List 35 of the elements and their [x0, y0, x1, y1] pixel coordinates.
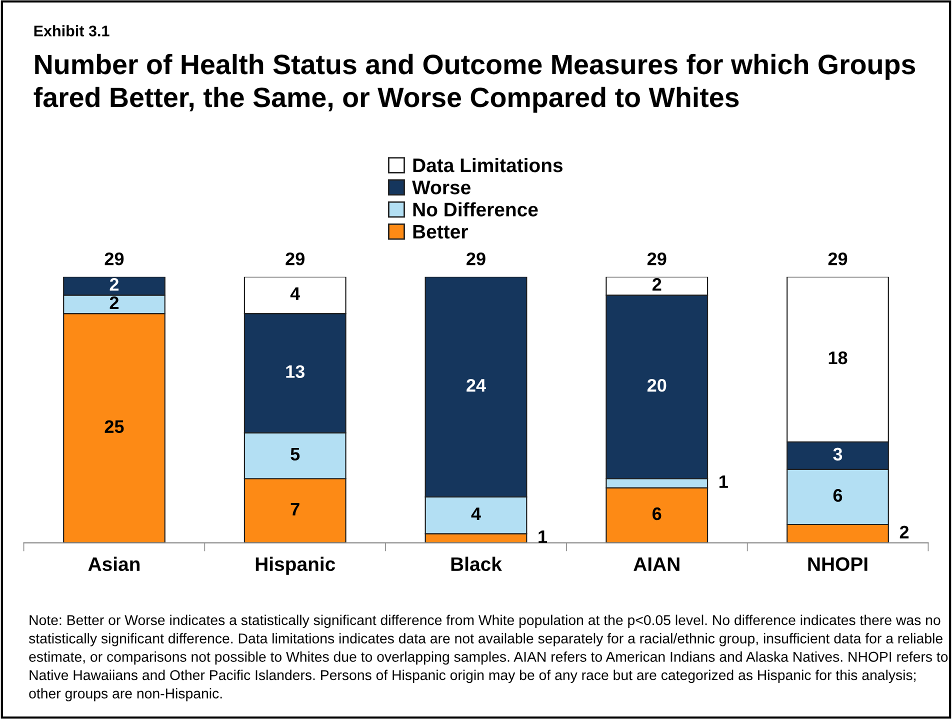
data-label: 4: [290, 287, 300, 300]
data-label: 6: [833, 489, 842, 502]
data-label: 3: [833, 448, 842, 461]
chart-title: Number of Health Status and Outcome Measures for which Groups fared Better, the Same, or Worse Compared to Whites: [34, 54, 916, 113]
chart-subtitle: Exhibit 3.1: [34, 25, 110, 36]
data-label: 1: [538, 530, 548, 543]
total-label: 29: [104, 252, 124, 266]
data-label: 18: [828, 351, 848, 364]
data-label: 25: [104, 420, 124, 434]
data-label: 20: [647, 378, 666, 392]
total-label: 29: [466, 252, 486, 266]
legend-label: Data Limitations: [413, 158, 562, 172]
data-label: 7: [290, 502, 300, 516]
legend-label: Worse: [412, 180, 470, 194]
data-label: 13: [286, 365, 305, 378]
total-label: 29: [286, 252, 304, 266]
data-label: 5: [290, 448, 300, 461]
x-tick-label: AIAN: [634, 557, 680, 571]
x-tick-label: NHOPI: [808, 557, 868, 572]
total-label: 29: [647, 252, 666, 266]
data-label: 2: [110, 296, 119, 310]
legend-label: Better: [413, 225, 468, 239]
total-label: 29: [828, 252, 848, 266]
data-label: 1: [720, 475, 728, 488]
x-tick-label: Black: [451, 556, 502, 572]
data-label: 2: [110, 278, 119, 291]
data-label: 6: [652, 507, 662, 520]
data-label: 2: [900, 526, 909, 538]
x-tick-label: Hispanic: [256, 556, 336, 575]
x-tick-label: Asian: [88, 556, 140, 572]
data-label: 24: [466, 378, 486, 392]
data-label: 4: [471, 508, 481, 520]
data-label: 2: [652, 278, 662, 291]
legend-label: No Difference: [413, 202, 538, 216]
text: Note: Better or Worse indicates a statistically significant difference from White population at the p<0.05 level. No difference indicates there was no statistically significant difference. Data limitations indicates data are not available separately for a racial/ethnic group, insufficient data for a reliable estimate, or comparisons not possible to Whites due to overlapping samples. AIAN refers to American Indians and Alaska Natives. NHOPI refers to Native Hawaiians and Other Pacific Islanders. Persons of Hispanic origin may be of any race but are categorized as Hispanic for this analysis; other groups are non-Hispanic.: [28, 614, 948, 702]
